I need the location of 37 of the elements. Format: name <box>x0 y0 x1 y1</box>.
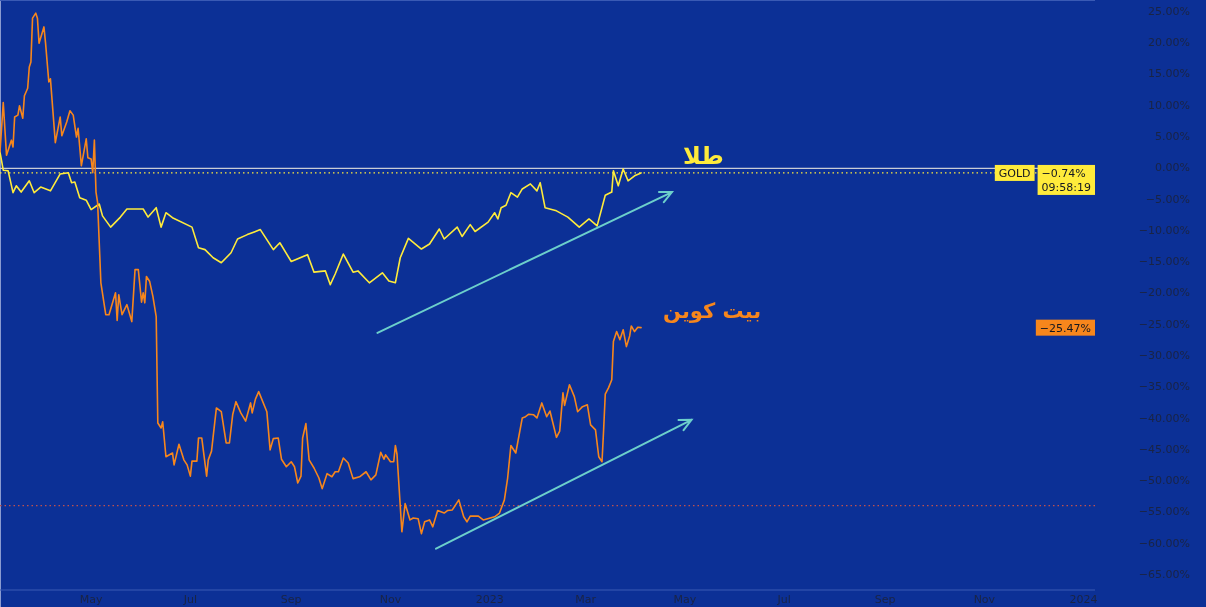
x-tick-label: 2024 <box>1069 593 1098 606</box>
y-tick-label: 5.00% <box>1155 130 1190 144</box>
y-tick-label: 0.00% <box>1155 161 1190 175</box>
x-tick-label: Nov <box>973 593 996 606</box>
series-label: طلا <box>683 141 724 170</box>
y-tick-label: −25.00% <box>1138 317 1190 331</box>
y-tick-label: −10.00% <box>1138 223 1190 237</box>
y-tick-label: −40.00% <box>1138 411 1190 425</box>
y-tick-label: −35.00% <box>1138 380 1190 394</box>
y-tick-label: −15.00% <box>1138 255 1190 269</box>
y-tick-label: −50.00% <box>1138 474 1190 488</box>
y-tick-label: −20.00% <box>1138 286 1190 300</box>
y-tick-label: 20.00% <box>1148 36 1190 50</box>
x-tick-label: Sep <box>280 593 302 606</box>
series-label: بیت کوین <box>663 298 762 323</box>
annotation: −0.74% <box>1041 166 1086 180</box>
y-tick-label: −65.00% <box>1138 567 1190 581</box>
y-tick-label: −55.00% <box>1138 505 1190 519</box>
x-tick-label: May <box>79 593 103 606</box>
y-tick-label: 25.00% <box>1148 4 1190 18</box>
y-tick-label: −30.00% <box>1138 349 1190 362</box>
annotation: GOLD <box>998 166 1031 180</box>
x-tick-label: Nov <box>379 593 402 606</box>
y-tick-label: 10.00% <box>1148 98 1190 112</box>
y-tick-label: −45.00% <box>1138 442 1190 456</box>
y-tick-label: −60.00% <box>1138 536 1190 550</box>
annotation: −25.47% <box>1039 321 1091 335</box>
x-tick-label: Jul <box>182 593 197 606</box>
x-tick-label: Mar <box>575 593 597 606</box>
x-tick-label: 2023 <box>475 593 504 606</box>
annotation: 09:58:19 <box>1041 180 1091 194</box>
y-tick-label: −5.00% <box>1145 192 1190 206</box>
x-tick-label: Sep <box>874 593 896 606</box>
x-tick-label: May <box>673 593 697 606</box>
line-series <box>0 12 642 535</box>
x-tick-label: Jul <box>776 593 791 606</box>
y-tick-label: 15.00% <box>1148 67 1190 81</box>
